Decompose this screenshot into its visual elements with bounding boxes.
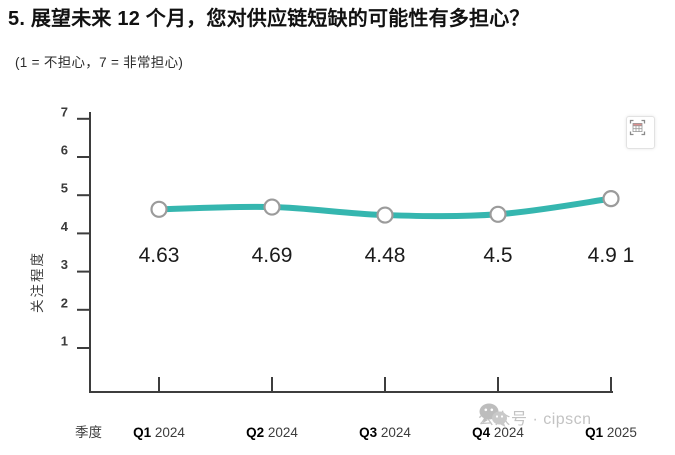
category-label: Q1 2025 xyxy=(585,425,637,440)
point-value-label: 4.48 xyxy=(365,244,406,267)
point-value-label: 4.63 xyxy=(139,244,180,267)
category-labels: Q1 2024 Q2 2024 Q3 2024 Q4 2024 Q1 2025 xyxy=(133,425,637,440)
data-point-marker[interactable] xyxy=(489,205,507,223)
y-tick-label: 6 xyxy=(61,143,68,158)
table-view-icon xyxy=(629,119,646,136)
view-data-table-button[interactable] xyxy=(626,116,655,149)
y-tick-label: 7 xyxy=(61,104,68,119)
point-value-label: 4.69 xyxy=(252,244,293,267)
axes xyxy=(89,112,613,393)
category-label: Q3 2024 xyxy=(359,425,411,440)
y-tick-label: 5 xyxy=(61,181,68,196)
y-axis-ticks: 1 2 3 4 5 6 7 xyxy=(61,104,90,349)
data-point-marker[interactable] xyxy=(263,198,281,216)
data-point-marker[interactable] xyxy=(150,200,168,218)
category-label: Q4 2024 xyxy=(472,425,524,440)
data-point-marker[interactable] xyxy=(602,190,620,208)
scale-note: (1 = 不担心，7 = 非常担心) xyxy=(15,55,184,70)
y-tick-label: 3 xyxy=(61,257,68,272)
y-tick-label: 4 xyxy=(61,219,69,234)
x-axis-title: 季度 xyxy=(75,425,102,440)
y-tick-label: 2 xyxy=(61,295,68,310)
data-point-markers xyxy=(150,190,620,224)
question-title: 5. 展望未来 12 个月，您对供应链短缺的可能性有多担心？ xyxy=(8,8,530,30)
point-value-label: 4.9 1 xyxy=(588,244,635,267)
point-value-label: 4.5 xyxy=(483,244,512,267)
data-point-marker[interactable] xyxy=(376,206,394,224)
x-axis-ticks xyxy=(158,377,612,392)
y-axis-title: 关注程度 xyxy=(30,251,45,313)
category-label: Q2 2024 xyxy=(246,425,298,440)
category-label: Q1 2024 xyxy=(133,425,185,440)
y-tick-label: 1 xyxy=(61,334,68,349)
point-labels: 4.63 4.69 4.48 4.5 4.9 1 xyxy=(139,244,635,267)
